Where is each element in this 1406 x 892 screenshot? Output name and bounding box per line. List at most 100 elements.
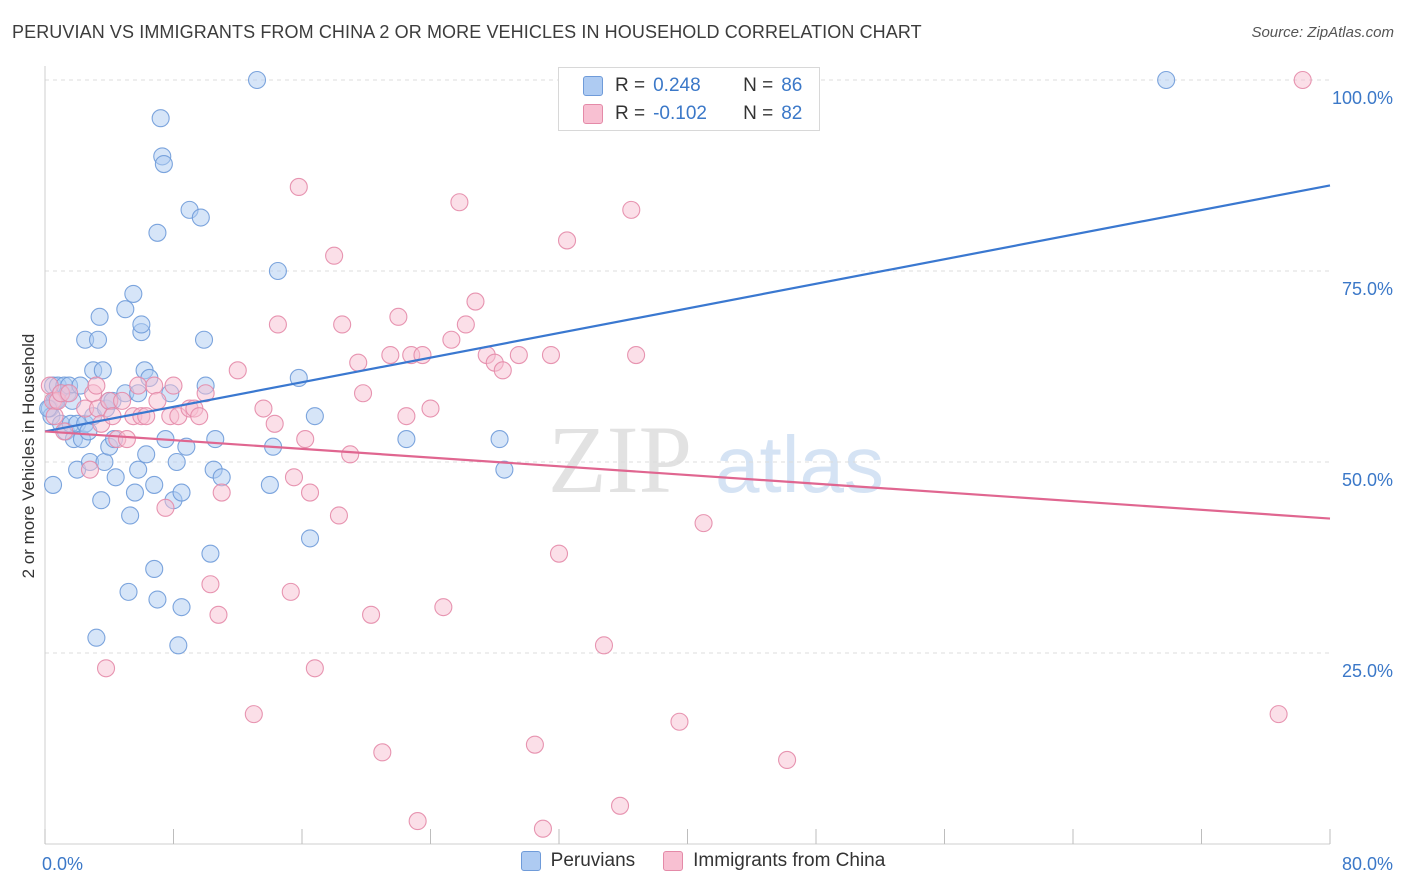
china-point — [627, 345, 646, 365]
china-legend-swatch — [663, 851, 684, 871]
peruvians-point — [177, 437, 196, 456]
china-point — [557, 231, 577, 250]
china-point — [209, 605, 228, 624]
peruvians-point — [124, 284, 143, 303]
peruvians-point — [201, 544, 220, 563]
china-point — [113, 391, 132, 410]
watermark-zip: ZIP — [548, 406, 692, 513]
peruvians-point — [305, 407, 324, 426]
china-legend-label: Immigrants from China — [693, 850, 886, 871]
legend-n-label: N = — [743, 75, 774, 96]
china-point — [353, 384, 373, 403]
china-point — [362, 605, 381, 624]
peruvians-point — [119, 582, 138, 601]
china-point — [284, 468, 304, 487]
peruvians-point — [121, 506, 140, 525]
china-point — [1293, 70, 1312, 90]
peruvians-point — [495, 460, 514, 479]
peruvians-point — [90, 307, 109, 326]
china-point — [296, 430, 315, 449]
peruvians-point — [191, 208, 210, 227]
stats-legend: R = 0.248 N = 86 R = -0.102 N = 82 — [558, 67, 820, 131]
peruvians-point — [300, 529, 320, 548]
china-point — [80, 460, 100, 479]
peruvians-point — [88, 330, 108, 349]
china-point — [156, 498, 175, 517]
peruvians-point — [43, 475, 63, 494]
legend-r-value: 0.248 — [653, 75, 701, 96]
peruvians-point — [247, 70, 267, 90]
china-point — [117, 430, 136, 449]
peruvians-point — [132, 315, 151, 334]
peruvians-point — [397, 430, 416, 449]
china-point — [305, 659, 324, 678]
y-tick-label: 75.0% — [1342, 279, 1393, 299]
china-point — [610, 796, 630, 815]
peruvians-point — [116, 300, 135, 319]
china-point — [408, 812, 427, 831]
peruvians-point — [169, 636, 188, 655]
legend-item-china: Immigrants from China — [663, 850, 885, 872]
peruvians-point — [212, 468, 231, 487]
peruvians-point — [92, 491, 111, 510]
china-point — [300, 483, 320, 502]
china-point — [87, 376, 106, 395]
peruvians-point — [148, 223, 167, 242]
peruvians-trendline — [44, 184, 1331, 433]
china-point — [541, 345, 561, 365]
y-tick-label: 50.0% — [1342, 470, 1393, 490]
legend-r-label: R = — [615, 75, 646, 96]
peruvians-point — [172, 483, 191, 502]
series-legend: Peruvians Immigrants from China — [0, 850, 1406, 872]
china-point — [456, 315, 475, 334]
china-point — [60, 384, 79, 403]
china-point — [778, 750, 797, 770]
china-point — [341, 445, 360, 464]
china-point — [265, 414, 284, 433]
y-tick-label: 25.0% — [1342, 661, 1393, 681]
china-point — [533, 819, 552, 838]
peruvians-point — [125, 483, 144, 502]
china-swatch — [583, 104, 603, 124]
china-point — [397, 407, 416, 426]
china-point — [244, 705, 263, 724]
china-point — [549, 544, 569, 563]
peruvians-point — [260, 475, 279, 494]
peruvians-point — [106, 468, 125, 487]
china-point — [96, 659, 116, 678]
china-point — [212, 483, 231, 502]
china-point — [45, 407, 64, 426]
china-point — [389, 307, 408, 326]
legend-n-value: 86 — [781, 75, 803, 96]
china-point — [289, 177, 308, 197]
china-point — [442, 330, 461, 349]
china-point — [525, 735, 544, 754]
peruvians-point — [1157, 70, 1176, 90]
china-point — [148, 391, 167, 410]
peruvians-point — [93, 361, 112, 380]
peruvians-point — [194, 330, 214, 349]
china-point — [325, 246, 344, 265]
peruvians-point — [87, 628, 106, 647]
peruvians-swatch — [583, 76, 603, 96]
china-point — [694, 514, 713, 533]
china-point — [1269, 705, 1288, 724]
china-point — [622, 200, 641, 219]
china-point — [201, 575, 220, 594]
peruvians-point — [490, 430, 509, 449]
legend-row-peruvians: R = 0.248 N = 86 — [583, 73, 802, 99]
china-point — [329, 506, 348, 525]
china-point — [129, 376, 148, 395]
peruvians-point — [148, 590, 167, 609]
peruvians-point — [206, 430, 225, 449]
legend-n-label: N = — [743, 103, 774, 124]
china-point — [281, 582, 300, 601]
china-point — [421, 399, 440, 418]
peruvians-point — [151, 109, 170, 128]
peruvians-point — [129, 460, 148, 479]
china-trendline — [44, 430, 1331, 520]
legend-item-peruvians: Peruvians — [520, 850, 635, 872]
peruvians-point — [145, 475, 164, 494]
peruvians-point — [145, 559, 164, 579]
